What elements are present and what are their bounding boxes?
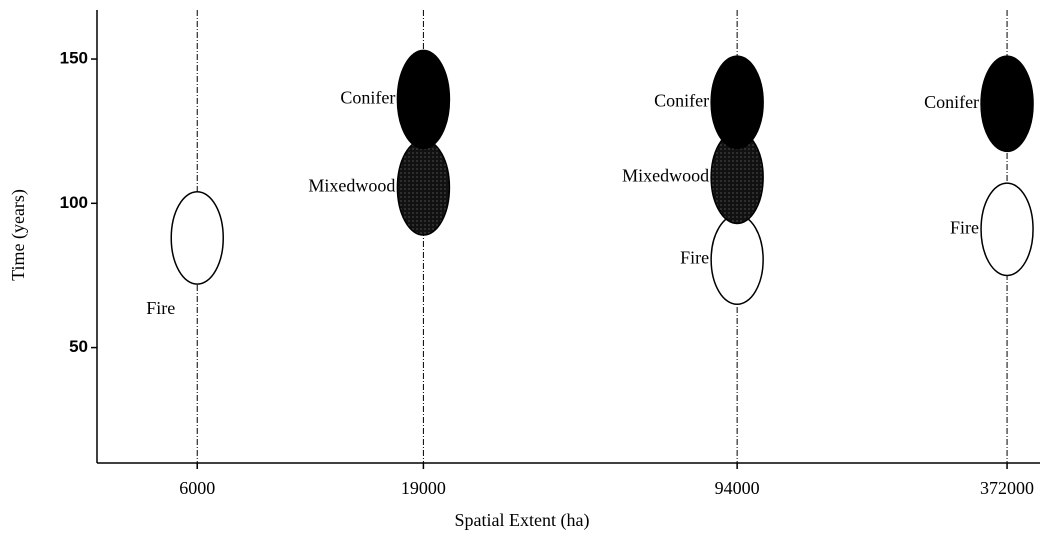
- y-tick-label: 50: [69, 337, 88, 356]
- range-ellipse: [396, 139, 451, 236]
- series-label: Fire: [146, 298, 175, 318]
- series-label: Mixedwood: [308, 176, 395, 196]
- series-label: Conifer: [924, 92, 979, 112]
- x-tick-label: 94000: [715, 478, 760, 498]
- range-ellipse: [170, 191, 224, 285]
- x-tick-label: 19000: [401, 478, 446, 498]
- x-tick-label: 6000: [179, 478, 215, 498]
- range-ellipse: [980, 55, 1034, 153]
- x-tick-label: 372000: [980, 478, 1034, 498]
- range-ellipse: [710, 55, 764, 150]
- y-tick-label: 100: [60, 193, 88, 212]
- y-axis-title: Time (years): [8, 189, 29, 281]
- range-ellipse: [980, 182, 1034, 277]
- y-tick-label: 150: [60, 49, 88, 68]
- series-label: Fire: [950, 217, 979, 237]
- series-label: Mixedwood: [622, 165, 709, 185]
- series-label: Conifer: [340, 88, 395, 108]
- series-label: Conifer: [654, 90, 709, 110]
- range-ellipse: [396, 49, 451, 150]
- x-axis-title: Spatial Extent (ha): [455, 510, 590, 531]
- range-ellipse: [710, 214, 764, 306]
- series-label: Fire: [680, 248, 709, 268]
